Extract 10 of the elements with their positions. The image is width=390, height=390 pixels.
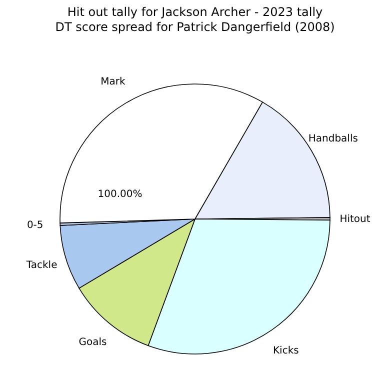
slice-label: Kicks	[272, 346, 299, 357]
slice-label: Tackle	[25, 260, 58, 272]
chart-subtitle: DT score spread for Patrick Dangerfield (2008)	[55, 20, 335, 34]
slice-label: 0-5	[26, 220, 44, 232]
slice-label: Hitout	[340, 214, 370, 225]
chart-title: Hit out tally for Jackson Archer - 2023 tally	[67, 5, 323, 19]
slice-label: Goals	[78, 337, 107, 348]
slice-label: Mark	[100, 76, 126, 88]
text: 100.00%	[98, 189, 142, 200]
slice-label: Handballs	[308, 133, 358, 144]
